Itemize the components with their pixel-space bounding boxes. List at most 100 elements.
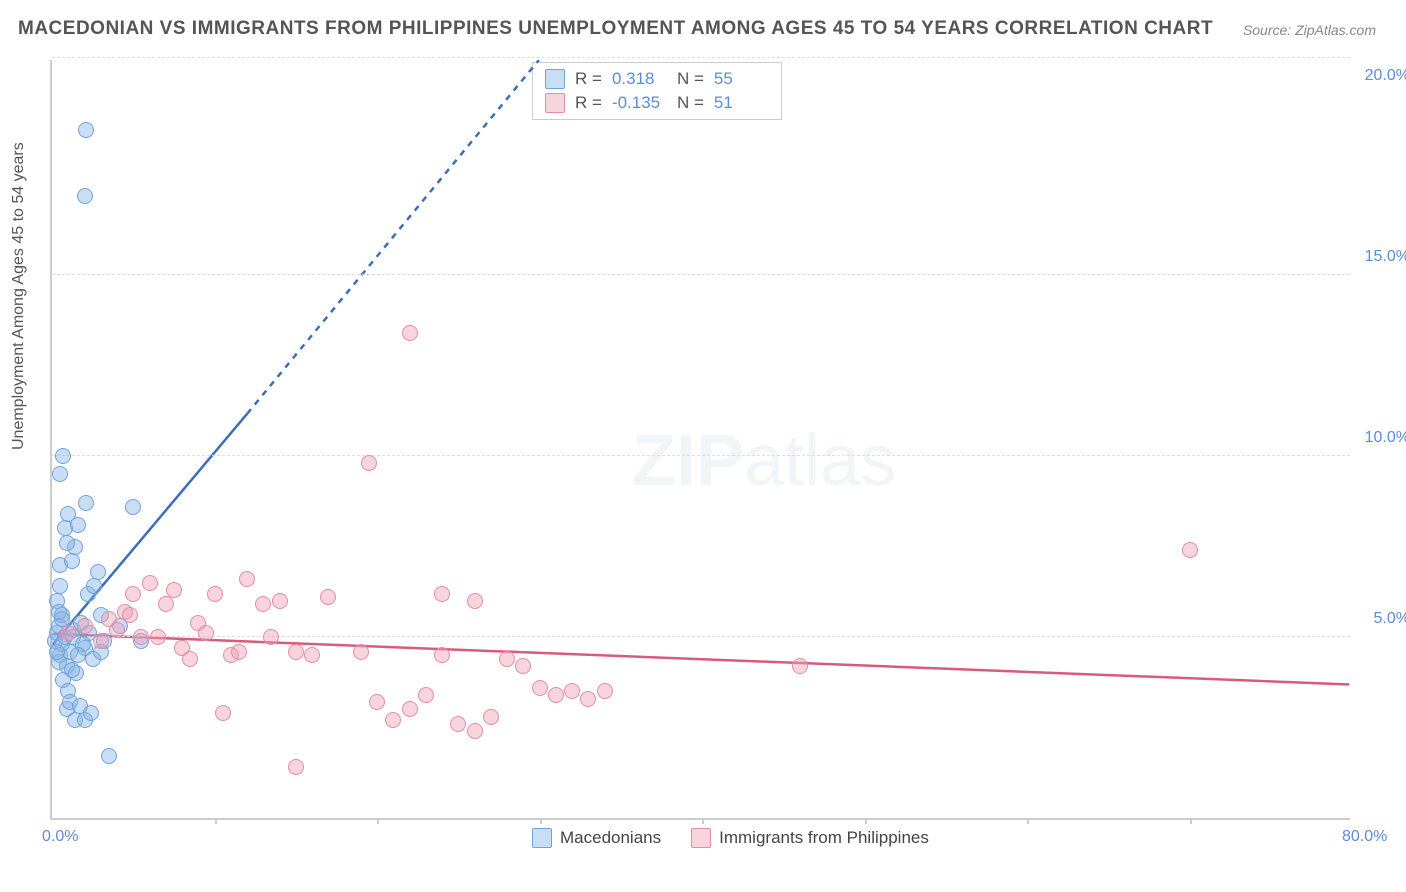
r-label: R =: [575, 93, 602, 113]
data-point: [55, 448, 71, 464]
data-point: [499, 651, 515, 667]
data-point: [90, 564, 106, 580]
data-point: [122, 607, 138, 623]
data-point: [166, 582, 182, 598]
data-point: [580, 691, 596, 707]
data-point: [434, 647, 450, 663]
r-value: -0.135: [612, 93, 667, 113]
data-point: [49, 644, 65, 660]
data-point: [361, 455, 377, 471]
legend-swatch-icon: [532, 828, 552, 848]
data-point: [78, 495, 94, 511]
data-point: [418, 687, 434, 703]
legend-label: Macedonians: [560, 828, 661, 848]
data-point: [86, 578, 102, 594]
correlation-row: R = 0.318 N = 55: [545, 67, 769, 91]
data-point: [255, 596, 271, 612]
data-point: [467, 723, 483, 739]
data-point: [109, 622, 125, 638]
x-tick-label: 80.0%: [1342, 828, 1387, 846]
series-swatch-icon: [545, 69, 565, 89]
data-point: [483, 709, 499, 725]
data-point: [304, 647, 320, 663]
data-point: [125, 586, 141, 602]
watermark: ZIPatlas: [632, 420, 896, 502]
y-tick-label: 5.0%: [1374, 610, 1406, 628]
data-point: [792, 658, 808, 674]
data-point: [369, 694, 385, 710]
data-point: [402, 325, 418, 341]
data-point: [51, 604, 67, 620]
data-point: [597, 683, 613, 699]
data-point: [64, 553, 80, 569]
x-tick-mark: [377, 818, 379, 824]
data-point: [78, 122, 94, 138]
source-label: Source: ZipAtlas.com: [1243, 22, 1376, 38]
y-axis-label: Unemployment Among Ages 45 to 54 years: [10, 142, 28, 450]
legend-swatch-icon: [691, 828, 711, 848]
data-point: [64, 662, 80, 678]
x-tick-label: 0.0%: [42, 828, 78, 846]
data-point: [385, 712, 401, 728]
series-swatch-icon: [545, 93, 565, 113]
grid-line: [52, 455, 1350, 456]
correlation-row: R = -0.135 N = 51: [545, 91, 769, 115]
data-point: [133, 629, 149, 645]
grid-line: [52, 274, 1350, 275]
data-point: [60, 625, 76, 641]
watermark-zip: ZIP: [632, 421, 744, 501]
y-tick-label: 15.0%: [1365, 248, 1406, 266]
correlation-legend-box: R = 0.318 N = 55 R = -0.135 N = 51: [532, 62, 782, 120]
data-point: [434, 586, 450, 602]
data-point: [52, 466, 68, 482]
legend-item: Immigrants from Philippines: [691, 828, 929, 848]
data-point: [198, 625, 214, 641]
trend-lines-layer: [52, 60, 1350, 818]
legend-bottom: Macedonians Immigrants from Philippines: [532, 828, 929, 848]
data-point: [353, 644, 369, 660]
x-tick-mark: [215, 818, 217, 824]
data-point: [288, 759, 304, 775]
r-value: 0.318: [612, 69, 667, 89]
data-point: [52, 578, 68, 594]
data-point: [125, 499, 141, 515]
data-point: [77, 618, 93, 634]
data-point: [158, 596, 174, 612]
grid-line: [52, 57, 1350, 58]
data-point: [1182, 542, 1198, 558]
data-point: [272, 593, 288, 609]
data-point: [467, 593, 483, 609]
r-label: R =: [575, 69, 602, 89]
x-tick-mark: [540, 818, 542, 824]
data-point: [182, 651, 198, 667]
data-point: [77, 188, 93, 204]
data-point: [207, 586, 223, 602]
data-point: [70, 517, 86, 533]
x-tick-mark: [1190, 818, 1192, 824]
n-label: N =: [677, 69, 704, 89]
legend-label: Immigrants from Philippines: [719, 828, 929, 848]
data-point: [288, 644, 304, 660]
n-value: 55: [714, 69, 769, 89]
data-point: [59, 535, 75, 551]
data-point: [532, 680, 548, 696]
data-point: [564, 683, 580, 699]
grid-line: [52, 636, 1350, 637]
x-tick-mark: [702, 818, 704, 824]
x-tick-mark: [1027, 818, 1029, 824]
data-point: [515, 658, 531, 674]
n-value: 51: [714, 93, 769, 113]
data-point: [83, 705, 99, 721]
data-point: [142, 575, 158, 591]
data-point: [239, 571, 255, 587]
plot-area: ZIPatlas R = 0.318 N = 55 R = -0.135 N =…: [50, 60, 1350, 820]
watermark-atlas: atlas: [744, 421, 896, 501]
data-point: [548, 687, 564, 703]
n-label: N =: [677, 93, 704, 113]
data-point: [450, 716, 466, 732]
data-point: [150, 629, 166, 645]
data-point: [215, 705, 231, 721]
chart-container: MACEDONIAN VS IMMIGRANTS FROM PHILIPPINE…: [0, 0, 1406, 892]
data-point: [101, 748, 117, 764]
data-point: [320, 589, 336, 605]
